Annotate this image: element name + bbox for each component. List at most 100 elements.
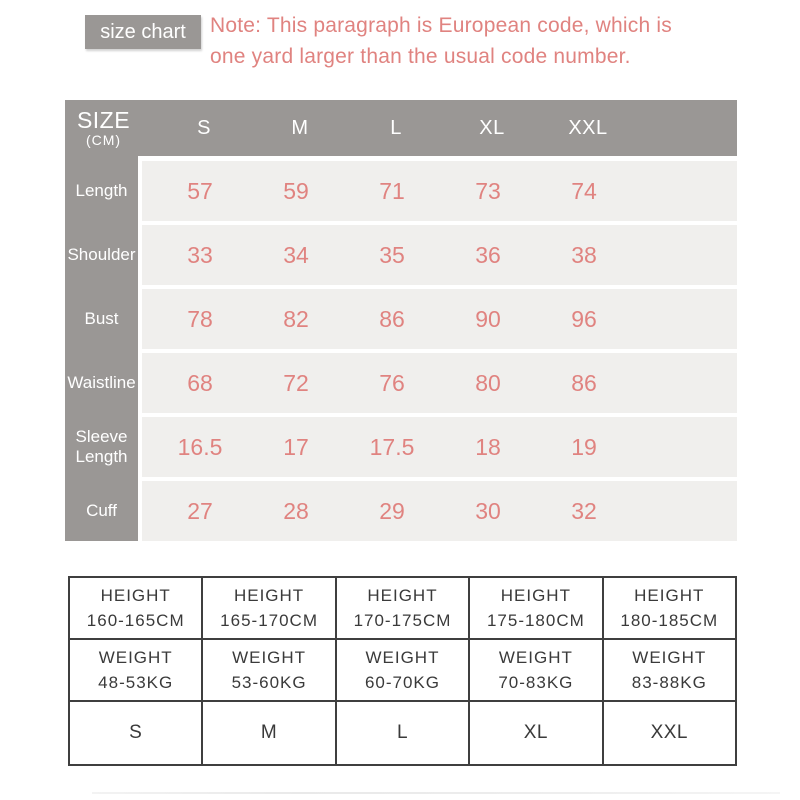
column-header-xl: XL xyxy=(479,116,505,139)
row-label-length: Length xyxy=(75,181,128,200)
height-cell-xxl: HEIGHT 180-185CM xyxy=(601,576,738,640)
sleeve-length-xl: 18 xyxy=(475,433,501,460)
weight-range-xl: 70-83KG xyxy=(498,673,574,692)
table-row: HEIGHT 160-165CM HEIGHT 165-170CM HEIGHT… xyxy=(67,576,738,640)
bust-l: 86 xyxy=(379,305,405,332)
height-range-s: 160-165CM xyxy=(86,611,185,630)
column-header-l: L xyxy=(390,116,402,139)
size-cm-corner-cell: SIZE (CM) xyxy=(65,106,142,149)
table-row: 16.5 17 17.5 18 19 xyxy=(142,417,737,477)
height-label: HEIGHT xyxy=(367,586,438,605)
weight-range-m: 53-60KG xyxy=(231,673,307,692)
weight-label: WEIGHT xyxy=(632,648,707,667)
height-label: HEIGHT xyxy=(500,586,571,605)
row-label-waistline: Waistline xyxy=(67,373,136,392)
row-label-sleeve-length: Sleeve Length xyxy=(75,427,128,466)
size-table-header-row: SIZE (CM) S M L XL XXL xyxy=(65,100,737,156)
bust-xl: 90 xyxy=(475,305,501,332)
size-cell-xxl: XXL xyxy=(601,700,738,766)
weight-range-xxl: 83-88KG xyxy=(631,673,707,692)
height-cell-m: HEIGHT 165-170CM xyxy=(201,576,337,640)
weight-cell-l: WEIGHT 60-70KG xyxy=(334,638,471,702)
waistline-m: 72 xyxy=(283,369,309,396)
cuff-xxl: 32 xyxy=(571,497,597,524)
height-range-xxl: 180-185CM xyxy=(620,611,719,630)
height-range-xl: 175-180CM xyxy=(486,611,585,630)
shoulder-xl: 36 xyxy=(475,241,501,268)
sleeve-length-s: 16.5 xyxy=(177,433,223,460)
table-row: S M L XL XXL xyxy=(67,700,738,766)
size-cell-s: S xyxy=(67,700,204,766)
cuff-m: 28 xyxy=(283,497,309,524)
weight-label: WEIGHT xyxy=(498,648,573,667)
sleeve-length-xxl: 19 xyxy=(571,433,597,460)
height-range-l: 170-175CM xyxy=(353,611,452,630)
note-line-1: Note: This paragraph is European code, w… xyxy=(210,14,672,37)
size-cell-m: M xyxy=(201,700,337,766)
size-cell-xl: XL xyxy=(468,700,604,766)
sleeve-length-m: 17 xyxy=(283,433,309,460)
size-table-body: Length Shoulder Bust Waistline Sleeve Le… xyxy=(65,156,737,541)
weight-range-s: 48-53KG xyxy=(98,673,174,692)
length-xxl: 74 xyxy=(571,177,597,204)
size-measurement-table: SIZE (CM) S M L XL XXL Length Shoulder B… xyxy=(65,100,737,541)
shoulder-l: 35 xyxy=(379,241,405,268)
size-column-headers: S M L XL XXL xyxy=(142,117,737,140)
european-code-note: Note: This paragraph is European code, w… xyxy=(210,10,672,72)
label-data-divider xyxy=(138,156,142,541)
height-label: HEIGHT xyxy=(233,586,305,605)
table-row: WEIGHT 48-53KG WEIGHT 53-60KG WEIGHT 60-… xyxy=(67,638,738,702)
height-label: HEIGHT xyxy=(634,586,705,605)
size-chart-badge: size chart xyxy=(85,15,201,49)
bottom-divider-line xyxy=(92,792,780,794)
size-cell-l: L xyxy=(334,700,471,766)
weight-range-l: 60-70KG xyxy=(364,673,440,692)
length-l: 71 xyxy=(379,177,405,204)
cuff-s: 27 xyxy=(187,497,213,524)
waistline-xl: 80 xyxy=(475,369,501,396)
waistline-l: 76 xyxy=(379,369,405,396)
weight-label: WEIGHT xyxy=(232,648,307,667)
size-corner-title: SIZE xyxy=(76,106,131,133)
length-xl: 73 xyxy=(475,177,501,204)
shoulder-xxl: 38 xyxy=(571,241,597,268)
height-cell-s: HEIGHT 160-165CM xyxy=(67,576,204,640)
column-header-m: M xyxy=(291,116,309,139)
bust-s: 78 xyxy=(187,305,213,332)
table-row: 78 82 86 90 96 xyxy=(142,289,737,349)
waistline-xxl: 86 xyxy=(571,369,597,396)
row-label-bust: Bust xyxy=(84,309,119,328)
cuff-l: 29 xyxy=(379,497,405,524)
row-label-column: Length Shoulder Bust Waistline Sleeve Le… xyxy=(65,156,138,541)
height-cell-xl: HEIGHT 175-180CM xyxy=(468,576,604,640)
shoulder-m: 34 xyxy=(283,241,309,268)
table-row: 33 34 35 36 38 xyxy=(142,225,737,285)
measurement-rows: 57 59 71 73 74 33 34 35 36 38 78 82 86 9… xyxy=(142,156,737,541)
row-label-cuff: Cuff xyxy=(86,501,117,520)
length-m: 59 xyxy=(283,177,309,204)
weight-cell-xxl: WEIGHT 83-88KG xyxy=(601,638,738,702)
bust-xxl: 96 xyxy=(571,305,597,332)
length-s: 57 xyxy=(187,177,213,204)
cuff-xl: 30 xyxy=(475,497,501,524)
size-corner-unit: (CM) xyxy=(85,131,122,148)
height-range-m: 165-170CM xyxy=(220,611,318,630)
table-row: 27 28 29 30 32 xyxy=(142,481,737,541)
waistline-s: 68 xyxy=(187,369,213,396)
column-header-s: S xyxy=(197,116,211,139)
note-line-2: one yard larger than the usual code numb… xyxy=(210,45,631,68)
table-row: 68 72 76 80 86 xyxy=(142,353,737,413)
bust-m: 82 xyxy=(283,305,309,332)
weight-cell-m: WEIGHT 53-60KG xyxy=(201,638,337,702)
weight-cell-xl: WEIGHT 70-83KG xyxy=(468,638,604,702)
sleeve-length-l: 17.5 xyxy=(369,433,415,460)
weight-label: WEIGHT xyxy=(98,648,173,667)
shoulder-s: 33 xyxy=(187,241,213,268)
height-label: HEIGHT xyxy=(100,586,171,605)
height-weight-table: HEIGHT 160-165CM HEIGHT 165-170CM HEIGHT… xyxy=(67,576,738,766)
column-header-xxl: XXL xyxy=(568,116,608,139)
row-label-shoulder: Shoulder xyxy=(67,245,136,264)
weight-cell-s: WEIGHT 48-53KG xyxy=(67,638,204,702)
table-row: 57 59 71 73 74 xyxy=(142,161,737,221)
weight-label: WEIGHT xyxy=(365,648,440,667)
